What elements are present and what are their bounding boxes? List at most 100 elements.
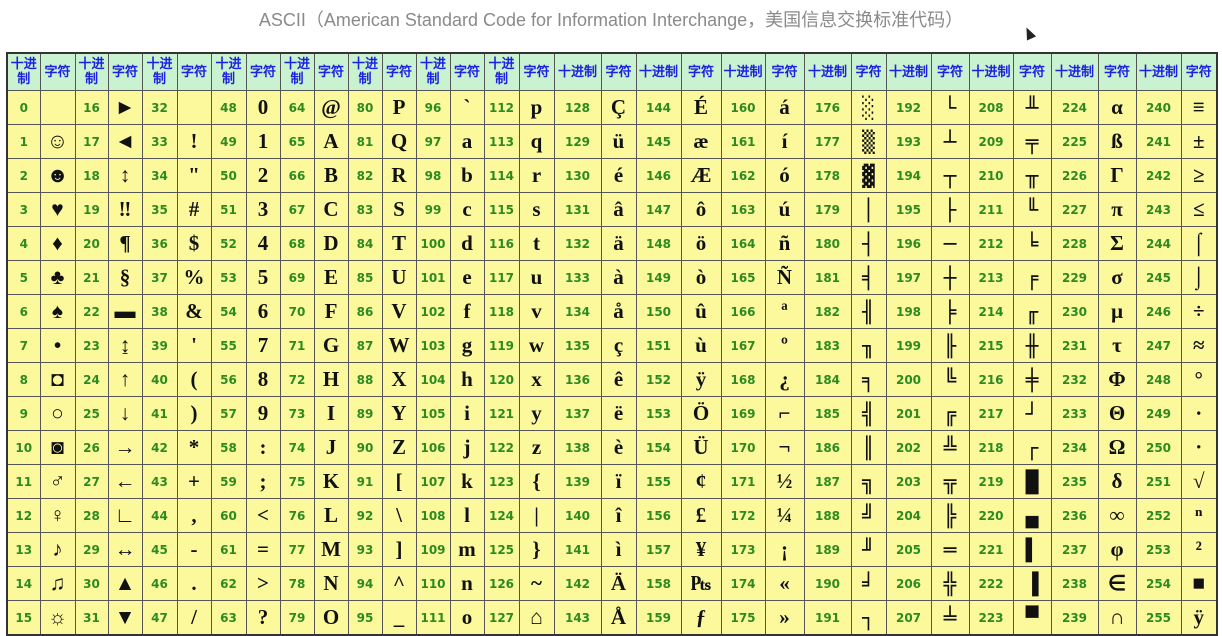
char-cell: c [449,192,485,227]
decimal-cell: 154 [635,430,682,465]
char-cell: ` [449,90,485,125]
decimal-cell: 255 [1135,600,1182,636]
char-cell: ╤ [1012,124,1052,159]
char-cell: F [313,294,349,329]
header-decimal: 十进 制 [483,52,520,91]
decimal-cell: 236 [1050,498,1099,533]
char-cell: \ [381,498,417,533]
char-cell: $ [176,226,212,261]
decimal-cell: 106 [415,430,451,465]
char-cell: ▼ [107,600,143,636]
decimal-cell: 47 [141,600,178,636]
decimal-cell: 141 [553,532,602,567]
table-row: 10 ◙ 26 → 42 * 58:74 J 90 Z 106 j 122 z 138 è 154 Ü 170 ¬ 18… [6,430,1218,465]
decimal-cell: 201 [885,396,932,431]
decimal-cell: 180 [803,226,852,261]
char-cell [176,90,212,125]
decimal-cell: 187 [803,464,852,499]
char-cell: ☼ [39,600,76,636]
header-decimal: 十进制 [885,52,932,91]
char-cell: ■ [1180,566,1218,601]
decimal-cell: 5 [6,260,41,295]
decimal-cell: 174 [720,566,766,601]
decimal-cell: 234 [1050,430,1099,465]
decimal-cell: 23 [74,328,109,363]
decimal-cell: 0 [6,90,41,125]
char-cell: f [449,294,485,329]
char-cell: ± [1180,124,1218,159]
char-cell: - [176,532,212,567]
decimal-cell: 61 [210,532,247,567]
decimal-cell: 151 [635,328,682,363]
char-cell: ◙ [39,430,76,465]
char-cell: k [449,464,485,499]
decimal-cell: 166 [720,294,766,329]
decimal-cell: 85 [347,260,383,295]
decimal-cell: 169 [720,396,766,431]
decimal-cell: 33 [141,124,178,159]
char-cell: R [381,158,417,193]
char-cell: √ [1180,464,1218,499]
decimal-cell: 178 [803,158,852,193]
char-cell: ñ [764,226,805,261]
char-cell: ↑ [107,362,143,397]
char-cell: Ä [600,566,637,601]
char-cell: ç [600,328,637,363]
decimal-cell: 64 [279,90,315,125]
char-cell: ╠ [930,498,970,533]
decimal-cell: 28 [74,498,109,533]
char-cell: û [680,294,722,329]
char-cell: Φ [1097,362,1137,397]
char-cell: : [245,430,281,465]
char-cell: { [518,464,555,499]
decimal-cell: 156 [635,498,682,533]
decimal-cell: 146 [635,158,682,193]
char-cell: ╞ [930,294,970,329]
decimal-cell: 44 [141,498,178,533]
decimal-cell: 183 [803,328,852,363]
decimal-cell: 224 [1050,90,1099,125]
char-cell: . [176,566,212,601]
decimal-cell: 196 [885,226,932,261]
decimal-cell: 4 [6,226,41,261]
decimal-cell: 198 [885,294,932,329]
decimal-cell: 241 [1135,124,1182,159]
char-cell [39,90,76,125]
table-row: 0 16 ► 32 48 0 64 @80 P 96 ` 112 p 128 Ç 144 É 160 á 176 ░ 19… [6,90,1218,125]
decimal-cell: 161 [720,124,766,159]
decimal-cell: 129 [553,124,602,159]
decimal-cell: 252 [1135,498,1182,533]
char-cell: < [245,498,281,533]
char-cell: u [518,260,555,295]
decimal-cell: 42 [141,430,178,465]
decimal-cell: 24 [74,362,109,397]
decimal-cell: 60 [210,498,247,533]
decimal-cell: 155 [635,464,682,499]
decimal-cell: 52 [210,226,247,261]
char-cell: • [39,328,76,363]
char-cell: µ [1097,294,1137,329]
char-cell: δ [1097,464,1137,499]
decimal-cell: 62 [210,566,247,601]
decimal-cell: 13 [6,532,41,567]
char-cell: S [381,192,417,227]
char-cell: 3 [245,192,281,227]
table-row: 5 ♣ 21 § 37% 53 5 69 E 85 U 101 e 117 u 133 à 149 ò 165 Ñ 181… [6,260,1218,295]
char-cell: 5 [245,260,281,295]
decimal-cell: 125 [483,532,520,567]
char-cell: ╦ [930,464,970,499]
decimal-cell: 147 [635,192,682,227]
decimal-cell: 102 [415,294,451,329]
char-cell: > [245,566,281,601]
char-cell: 4 [245,226,281,261]
decimal-cell: 77 [279,532,315,567]
header-decimal: 十进 制 [141,52,178,91]
decimal-cell: 184 [803,362,852,397]
decimal-cell: 232 [1050,362,1099,397]
char-cell: ( [176,362,212,397]
char-cell: » [764,600,805,636]
char-cell: ÿ [680,362,722,397]
char-cell: ╥ [1012,158,1052,193]
char-cell: ä [600,226,637,261]
table-row: 4 ♦ 20 ¶ 36 $52 4 68 D 84 T 100 d 116 t 132 ä 148 ö 164 ñ 180… [6,226,1218,261]
